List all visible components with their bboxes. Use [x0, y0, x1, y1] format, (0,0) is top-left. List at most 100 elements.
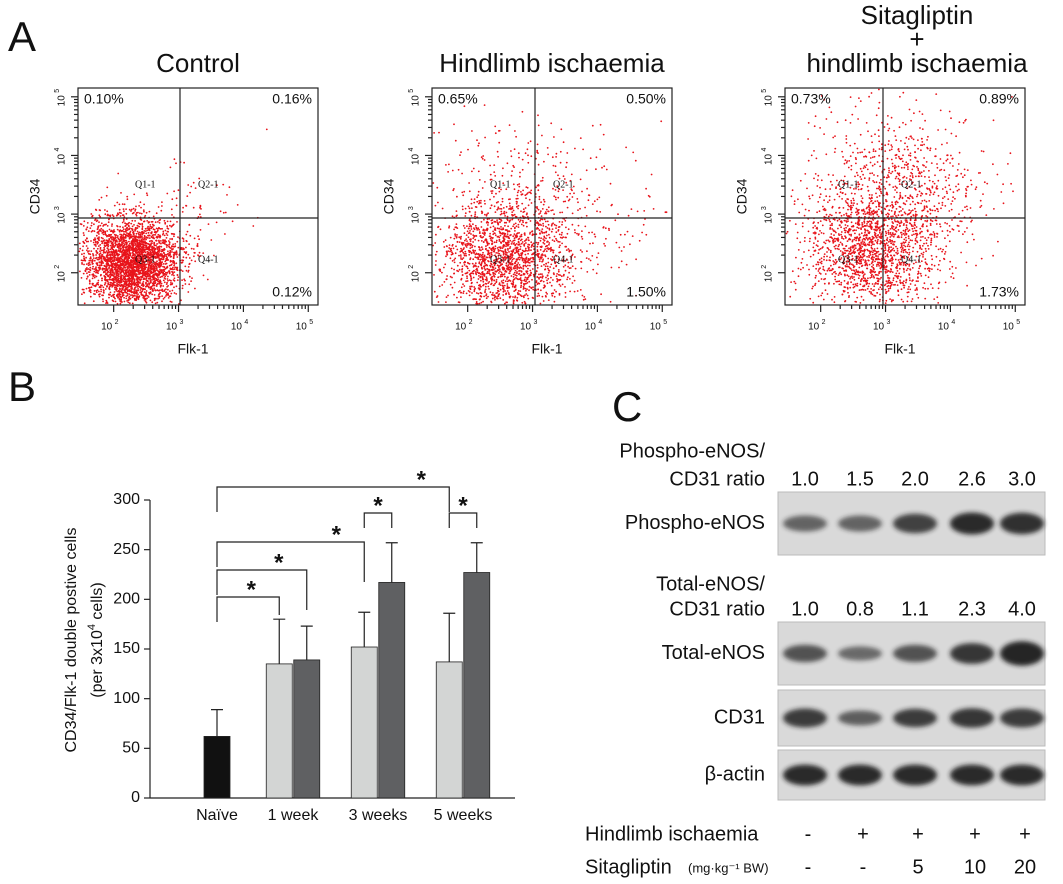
- event-dot: [123, 233, 125, 235]
- quadrant-percent: 0.12%: [272, 284, 312, 300]
- event-dot: [147, 285, 150, 288]
- event-dot: [145, 285, 148, 288]
- event-dot: [546, 227, 549, 229]
- event-dot: [169, 220, 172, 223]
- event-dot: [574, 256, 576, 258]
- event-dot: [186, 230, 189, 233]
- event-dot: [468, 251, 471, 254]
- event-dot: [96, 289, 99, 291]
- event-dot: [562, 141, 565, 144]
- event-dot: [135, 290, 138, 293]
- event-dot: [166, 220, 169, 223]
- event-dot: [182, 240, 185, 243]
- event-dot: [171, 224, 174, 227]
- event-dot: [604, 227, 607, 230]
- event-dot: [127, 246, 130, 249]
- event-dot: [514, 230, 516, 232]
- event-dot: [150, 239, 153, 242]
- event-dot: [113, 268, 116, 271]
- event-dot: [491, 275, 494, 278]
- event-dot: [128, 280, 131, 282]
- event-dot: [107, 275, 110, 278]
- event-dot: [106, 260, 109, 263]
- event-dot: [445, 296, 448, 298]
- event-dot: [506, 233, 509, 236]
- event-dot: [545, 230, 548, 233]
- event-dot: [145, 301, 148, 304]
- event-dot: [165, 288, 167, 291]
- event-dot: [545, 225, 547, 228]
- event-dot: [548, 242, 551, 244]
- event-dot: [134, 208, 137, 211]
- event-dot: [99, 244, 102, 246]
- event-dot: [635, 258, 637, 261]
- event-dot: [172, 272, 174, 275]
- event-dot: [128, 295, 131, 298]
- event-dot: [495, 241, 498, 244]
- y-tick-label-group: 102: [54, 265, 68, 283]
- event-dot: [544, 285, 546, 287]
- event-dot: [124, 263, 127, 266]
- event-dot: [480, 156, 483, 159]
- event-dot: [109, 248, 112, 251]
- event-dot: [128, 257, 131, 260]
- event-dot: [499, 234, 502, 237]
- event-dot: [86, 247, 89, 250]
- event-dot: [130, 241, 133, 244]
- event-dot: [537, 292, 540, 295]
- event-dot: [171, 282, 174, 285]
- event-dot: [90, 250, 93, 253]
- event-dot: [132, 275, 135, 278]
- quadrant-percent: 0.10%: [84, 91, 124, 107]
- event-dot: [187, 184, 190, 186]
- event-dot: [194, 260, 197, 263]
- event-dot: [155, 297, 157, 300]
- event-dot: [512, 302, 515, 305]
- event-dot: [516, 232, 518, 235]
- event-dot: [188, 257, 191, 259]
- event-dot: [652, 208, 655, 210]
- event-dot: [154, 282, 156, 285]
- event-dot: [116, 276, 119, 279]
- event-dot: [528, 289, 530, 292]
- event-dot: [555, 237, 557, 240]
- event-dot: [565, 249, 568, 252]
- event-dot: [526, 260, 529, 263]
- event-dot: [487, 285, 490, 288]
- event-dot: [460, 151, 462, 154]
- event-dot: [460, 291, 463, 294]
- event-dot: [139, 201, 142, 204]
- event-dot: [517, 204, 520, 207]
- event-dot: [192, 248, 195, 250]
- event-dot: [586, 187, 588, 190]
- event-dot: [515, 274, 518, 277]
- event-dot: [530, 286, 532, 289]
- event-dot: [184, 279, 186, 282]
- event-dot: [500, 210, 503, 213]
- event-dot: [135, 281, 138, 284]
- event-dot: [116, 236, 119, 239]
- y-tick-label-group: 105: [54, 89, 68, 107]
- event-dot: [569, 290, 571, 293]
- event-dot: [169, 224, 171, 227]
- event-dot: [553, 295, 556, 298]
- event-dot: [142, 281, 145, 283]
- event-dot: [517, 223, 520, 226]
- event-dot: [467, 242, 469, 245]
- event-dot: [146, 294, 149, 297]
- event-dot: [79, 270, 81, 273]
- event-dot: [537, 163, 540, 166]
- event-dot: [512, 183, 515, 186]
- event-dot: [114, 284, 117, 287]
- event-dot: [132, 245, 134, 248]
- event-dot: [85, 240, 88, 243]
- event-dot: [109, 293, 111, 296]
- event-dot: [474, 206, 477, 208]
- event-dot: [480, 240, 483, 242]
- event-dot: [618, 246, 621, 249]
- event-dot: [173, 286, 175, 289]
- event-dot: [119, 300, 122, 302]
- event-dot: [483, 267, 486, 269]
- event-dot: [513, 148, 516, 151]
- event-dot: [476, 271, 479, 274]
